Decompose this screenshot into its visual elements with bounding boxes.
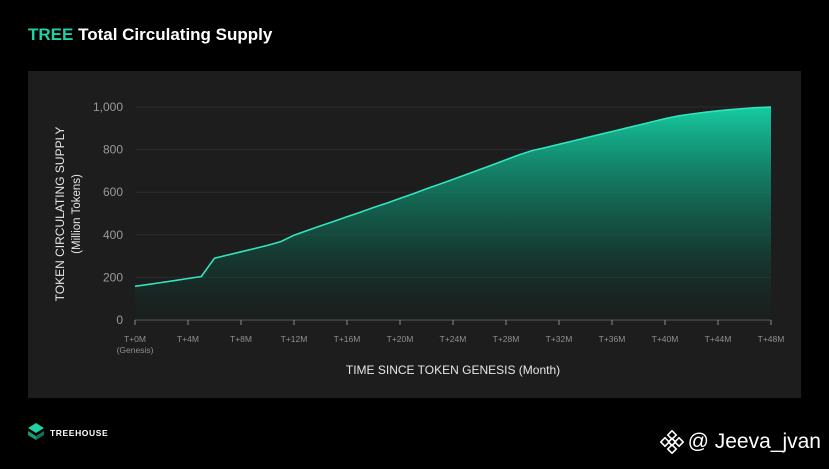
chart-panel: 0 200 400 600 800 1,000 T+0M T+4M T+8M T+12M T+16… (28, 71, 801, 398)
chart-title-accent: TREE (28, 25, 74, 44)
x-tick-label: T+20M (387, 334, 414, 344)
x-tick-label: T+40M (652, 334, 679, 344)
y-tick-label: 800 (103, 143, 123, 157)
watermark: @ Jeeva_jvan (659, 430, 821, 454)
chart-title: TREE Total Circulating Supply (28, 25, 272, 45)
x-tick-label: T+48M (758, 334, 785, 344)
supply-area (135, 107, 771, 320)
x-tick-label: T+36M (599, 334, 626, 344)
x-tick-label: T+32M (546, 334, 573, 344)
y-axis-ticks: 0 200 400 600 800 1,000 (93, 100, 123, 327)
x-tick-label: T+4M (177, 334, 199, 344)
brand-logo: TREEHOUSE (28, 423, 108, 443)
x-tick-sublabel-genesis: (Genesis) (117, 345, 154, 355)
y-axis-subtitle: (Million Tokens) (71, 174, 83, 254)
x-tick-label: T+44M (705, 334, 732, 344)
x-tick-label: T+28M (493, 334, 520, 344)
y-axis-title: TOKEN CIRCULATING SUPPLY (53, 127, 67, 302)
x-axis-ticks: T+0M T+4M T+8M T+12M T+16M T+20M T+24M T+28M T+3… (117, 320, 785, 355)
treehouse-logo-icon (28, 423, 44, 440)
brand-name: TREEHOUSE (50, 428, 109, 438)
supply-chart: 0 200 400 600 800 1,000 T+0M T+4M T+8M T+12M T+16… (53, 100, 785, 377)
x-tick-label: T+16M (334, 334, 361, 344)
x-tick-label: T+24M (440, 334, 467, 344)
y-tick-label: 400 (103, 228, 123, 242)
y-tick-label: 1,000 (93, 100, 123, 114)
y-tick-label: 600 (103, 185, 123, 199)
y-tick-label: 0 (116, 313, 123, 327)
x-tick-label: T+0M (124, 334, 146, 344)
x-tick-label: T+12M (281, 334, 308, 344)
y-tick-label: 200 (103, 270, 123, 284)
x-tick-label: T+8M (230, 334, 252, 344)
watermark-text: @ Jeeva_jvan (687, 430, 821, 453)
x-axis-title: TIME SINCE TOKEN GENESIS (Month) (346, 363, 560, 377)
binance-diamond-icon (659, 430, 684, 454)
supply-line (134, 106, 772, 288)
chart-title-rest: Total Circulating Supply (78, 25, 273, 44)
